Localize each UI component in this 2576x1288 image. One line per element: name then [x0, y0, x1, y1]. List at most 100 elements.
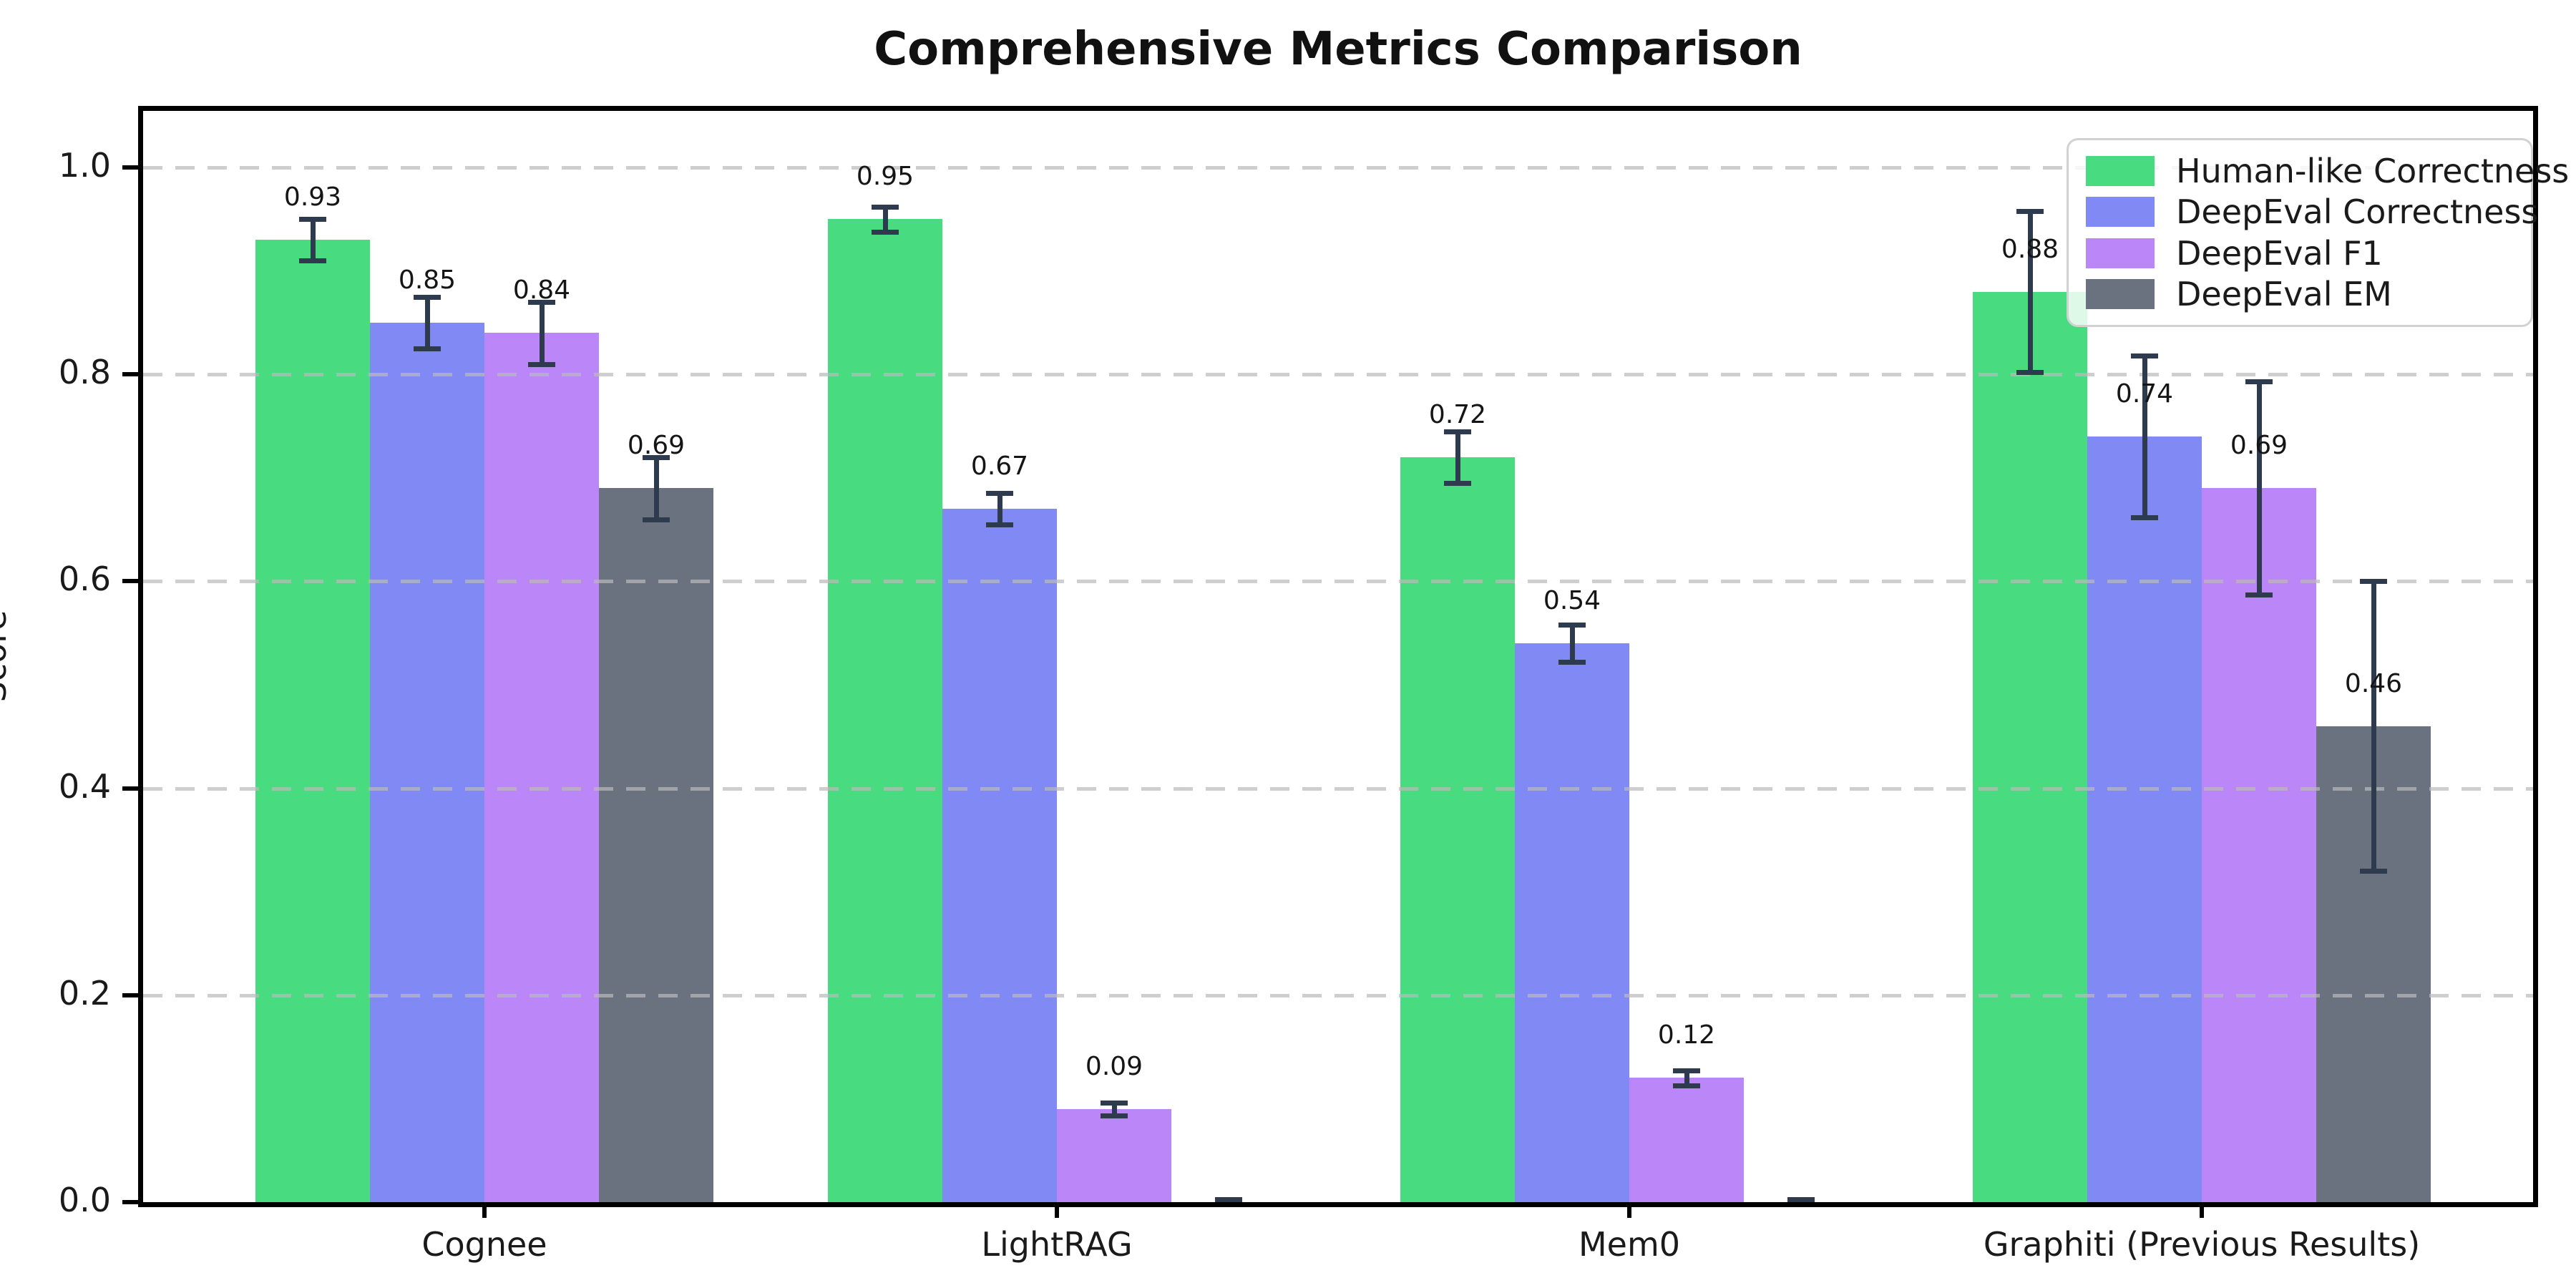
- error-cap-low-human-like-correctness-graphiti-previous-results: [2016, 370, 2044, 376]
- y-tick-1.0: [122, 165, 138, 170]
- error-cap-high-deepeval-em-cognee: [643, 454, 670, 460]
- y-tick-label-0.6: 0.6: [58, 560, 111, 599]
- y-tick-0.8: [122, 372, 138, 377]
- x-tick-label-graphiti-previous-results: Graphiti (Previous Results): [1983, 1225, 2421, 1264]
- bar-deepeval-f1-lightrag: [1057, 1108, 1171, 1202]
- error-cap-low-deepeval-f1-mem0: [1673, 1083, 1700, 1088]
- error-cap-low-deepeval-f1-graphiti-previous-results: [2245, 592, 2273, 598]
- error-cap-high-human-like-correctness-mem0: [1444, 429, 1471, 434]
- legend-swatch-deepeval-correctness: [2086, 197, 2155, 228]
- chart-title: Comprehensive Metrics Comparison: [874, 23, 1802, 76]
- x-tick-lightrag: [1055, 1202, 1059, 1218]
- bar-deepeval-f1-mem0: [1629, 1078, 1744, 1202]
- legend: Human-like Correctness DeepEval Correctne…: [2067, 138, 2569, 327]
- gridline-0.4: [143, 786, 2533, 791]
- error-bar-deepeval-correctness-cognee: [425, 296, 430, 349]
- bar-deepeval-f1-graphiti-previous-results: [2202, 488, 2316, 1202]
- gridline-1.0: [143, 166, 2533, 170]
- value-label-deepeval-correctness-mem0: 0.54: [1543, 586, 1601, 616]
- error-bar-deepeval-em-cognee: [654, 457, 659, 519]
- legend-row-human-like-correctness: Human-like Correctness: [2086, 152, 2569, 190]
- value-label-deepeval-f1-graphiti-previous-results: 0.69: [2230, 431, 2288, 461]
- legend-row-deepeval-em: DeepEval EM: [2086, 275, 2514, 313]
- error-cap-high-deepeval-correctness-graphiti-previous-results: [2131, 353, 2158, 359]
- y-tick-0.6: [122, 579, 138, 584]
- bar-deepeval-em-cognee: [599, 488, 713, 1202]
- bar-deepeval-correctness-lightrag: [942, 509, 1057, 1202]
- value-label-deepeval-f1-mem0: 0.12: [1657, 1020, 1716, 1050]
- error-cap-high-deepeval-correctness-lightrag: [986, 491, 1013, 497]
- error-cap-high-human-like-correctness-cognee: [299, 217, 326, 223]
- error-cap-low-deepeval-em-mem0: [1787, 1200, 1815, 1202]
- bar-human-like-correctness-lightrag: [828, 219, 942, 1202]
- error-bar-deepeval-correctness-graphiti-previous-results: [2142, 356, 2147, 517]
- legend-row-deepeval-correctness: DeepEval Correctness: [2086, 192, 2538, 231]
- legend-row-deepeval-f1: DeepEval F1: [2086, 234, 2514, 273]
- error-cap-high-deepeval-f1-lightrag: [1101, 1101, 1128, 1106]
- bar-deepeval-f1-cognee: [484, 333, 599, 1202]
- value-label-human-like-correctness-cognee: 0.93: [283, 182, 342, 213]
- y-tick-label-0.2: 0.2: [58, 973, 111, 1013]
- error-cap-low-deepeval-em-cognee: [643, 517, 670, 522]
- value-label-deepeval-em-cognee: 0.69: [627, 431, 686, 461]
- x-tick-graphiti-previous-results: [2200, 1202, 2204, 1218]
- x-tick-label-cognee: Cognee: [421, 1225, 547, 1264]
- y-tick-label-0.0: 0.0: [58, 1181, 111, 1219]
- x-tick-cognee: [482, 1202, 487, 1218]
- error-cap-high-deepeval-correctness-cognee: [414, 294, 441, 300]
- value-label-deepeval-correctness-graphiti-previous-results: 0.74: [2115, 379, 2174, 409]
- gridline-0.6: [143, 580, 2533, 584]
- legend-swatch-deepeval-em: [2086, 279, 2155, 310]
- bar-human-like-correctness-mem0: [1400, 457, 1515, 1202]
- legend-label-human-like-correctness: Human-like Correctness: [2176, 151, 2570, 190]
- error-cap-high-deepeval-f1-cognee: [528, 299, 555, 305]
- error-cap-low-human-like-correctness-cognee: [299, 258, 326, 264]
- legend-swatch-human-like-correctness: [2086, 155, 2155, 186]
- error-cap-low-deepeval-f1-lightrag: [1101, 1113, 1128, 1118]
- value-label-human-like-correctness-lightrag: 0.95: [856, 162, 914, 192]
- error-cap-low-deepeval-f1-cognee: [528, 361, 555, 367]
- y-tick-label-0.4: 0.4: [58, 766, 111, 806]
- legend-label-deepeval-em: DeepEval EM: [2176, 275, 2392, 314]
- error-bar-deepeval-correctness-mem0: [1570, 625, 1575, 663]
- error-bar-human-like-correctness-cognee: [311, 219, 316, 261]
- error-cap-high-deepeval-f1-graphiti-previous-results: [2245, 379, 2273, 385]
- legend-swatch-deepeval-f1: [2086, 238, 2155, 268]
- value-label-deepeval-correctness-cognee: 0.85: [398, 265, 457, 295]
- value-label-deepeval-f1-cognee: 0.84: [512, 275, 571, 306]
- error-bar-deepeval-f1-cognee: [540, 301, 545, 364]
- error-cap-low-deepeval-correctness-mem0: [1558, 660, 1586, 665]
- y-axis-label: Score: [0, 610, 14, 703]
- bar-human-like-correctness-graphiti-previous-results: [1973, 291, 2087, 1202]
- y-tick-0.4: [122, 786, 138, 791]
- x-tick-label-mem0: Mem0: [1578, 1225, 1681, 1264]
- error-cap-low-deepeval-correctness-graphiti-previous-results: [2131, 514, 2158, 520]
- error-cap-high-deepeval-em-graphiti-previous-results: [2360, 579, 2387, 585]
- value-label-deepeval-correctness-lightrag: 0.67: [970, 452, 1029, 482]
- value-label-deepeval-f1-lightrag: 0.09: [1085, 1051, 1143, 1081]
- value-label-human-like-correctness-graphiti-previous-results: 0.88: [2001, 234, 2059, 264]
- y-tick-0.0: [122, 1200, 138, 1204]
- error-bar-deepeval-correctness-lightrag: [997, 493, 1002, 525]
- legend-label-deepeval-correctness: DeepEval Correctness: [2176, 192, 2539, 232]
- error-cap-high-deepeval-em-mem0: [1787, 1196, 1815, 1202]
- bar-human-like-correctness-cognee: [255, 240, 370, 1202]
- error-bar-human-like-correctness-mem0: [1455, 431, 1460, 484]
- error-cap-low-deepeval-correctness-cognee: [414, 346, 441, 352]
- gridline-0.8: [143, 373, 2533, 377]
- x-tick-label-lightrag: LightRAG: [981, 1225, 1133, 1264]
- error-bar-deepeval-em-graphiti-previous-results: [2371, 581, 2376, 872]
- gridline-0.2: [143, 993, 2533, 997]
- error-bar-human-like-correctness-graphiti-previous-results: [2028, 210, 2033, 373]
- error-cap-low-deepeval-correctness-lightrag: [986, 522, 1013, 527]
- error-cap-low-human-like-correctness-lightrag: [872, 229, 899, 235]
- error-bar-human-like-correctness-lightrag: [883, 206, 888, 232]
- error-cap-low-human-like-correctness-mem0: [1444, 481, 1471, 487]
- error-bar-deepeval-f1-lightrag: [1112, 1103, 1117, 1116]
- value-label-deepeval-em-graphiti-previous-results: 0.46: [2344, 668, 2403, 698]
- error-bar-deepeval-f1-graphiti-previous-results: [2257, 381, 2262, 595]
- x-tick-mem0: [1627, 1202, 1631, 1218]
- bar-deepeval-correctness-graphiti-previous-results: [2087, 436, 2202, 1202]
- y-tick-0.2: [122, 992, 138, 997]
- error-cap-high-human-like-correctness-graphiti-previous-results: [2016, 208, 2044, 214]
